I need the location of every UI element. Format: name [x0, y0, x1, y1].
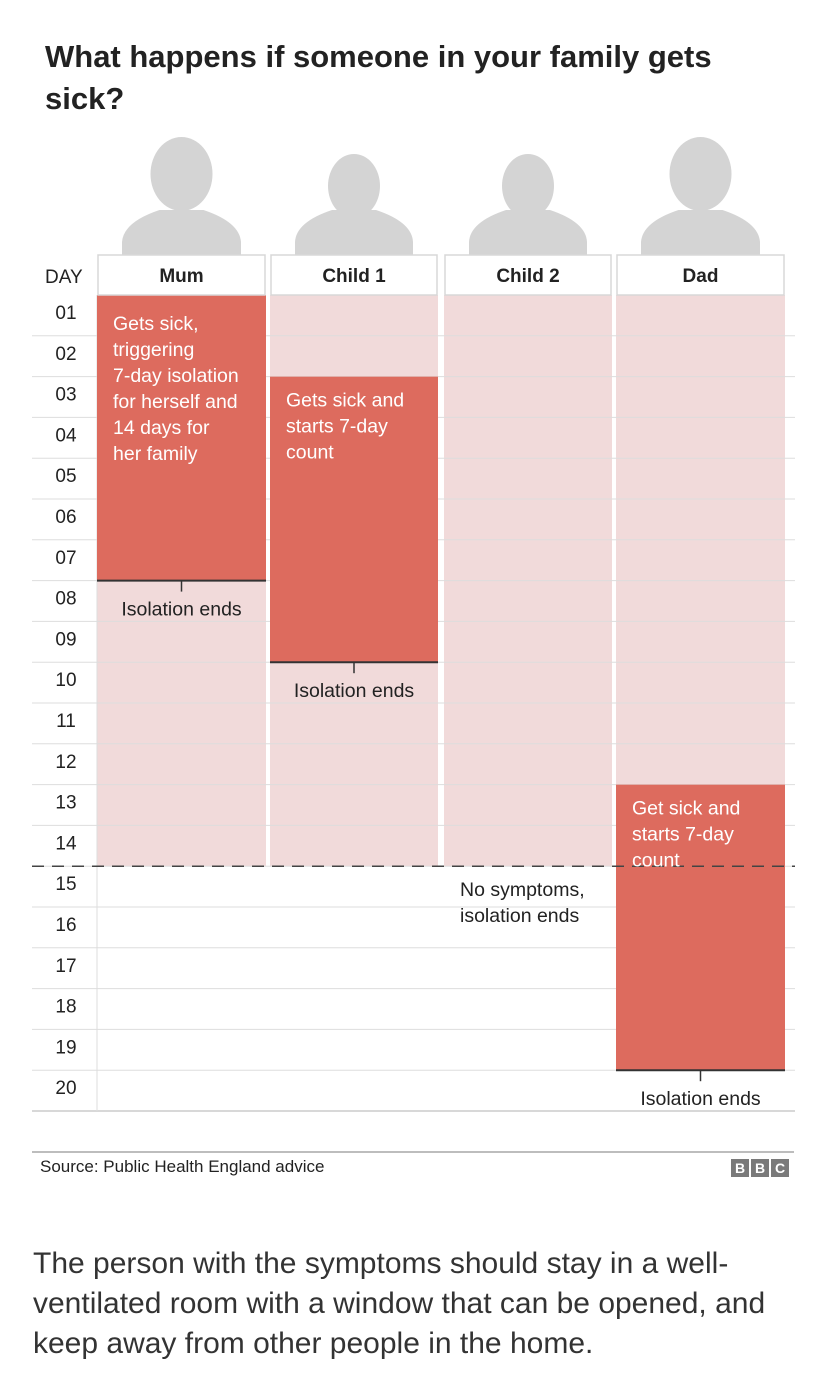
day-label: 12: [55, 752, 76, 773]
day-label: 09: [55, 629, 76, 650]
person-silhouette-icon: [641, 210, 760, 255]
sick-note-text: for herself and: [113, 391, 238, 413]
member-header-label: Mum: [159, 266, 203, 287]
source-note: Source: Public Health England advice: [40, 1157, 325, 1176]
day-label: 20: [55, 1078, 76, 1099]
sick-isolation-band: [97, 295, 266, 581]
day-label: 04: [55, 425, 77, 446]
day-label: 15: [55, 874, 76, 895]
day-label: 13: [55, 793, 76, 814]
sick-note-text: starts 7-day: [286, 416, 388, 438]
family-isolation-diagram: DAY Mum Child 1 Child 2 Dad 01 02 03 04 05 06 07 08 0…: [32, 137, 795, 1112]
day-label: 07: [55, 548, 76, 569]
member-header-box: [444, 254, 612, 296]
person-silhouette-icon: [469, 210, 587, 255]
day-label: 02: [55, 344, 76, 365]
day-label: 18: [55, 997, 76, 1018]
isolation-ends-note: Isolation ends: [121, 599, 242, 621]
day-label: 08: [55, 589, 76, 610]
day-label: 11: [56, 711, 76, 732]
day-label: 01: [55, 303, 76, 324]
member-header-box: [97, 254, 266, 296]
person-head-icon: [669, 137, 732, 211]
member-header-label: Dad: [683, 266, 719, 287]
person-head-icon: [502, 154, 554, 218]
person-head-icon: [150, 137, 213, 211]
sick-note-text: count: [632, 850, 680, 872]
day-column-header: DAY: [45, 267, 83, 288]
footer-rule: [32, 1151, 794, 1153]
isolation-ends-note: Isolation ends: [294, 680, 415, 702]
person-silhouette-icon: [122, 210, 241, 255]
person-silhouette-icon: [295, 210, 413, 255]
sick-note-text: Get sick and: [632, 798, 740, 820]
person-head-icon: [328, 154, 380, 218]
member-header-label: Child 2: [496, 266, 559, 287]
article-caption: The person with the symptoms should stay…: [33, 1247, 766, 1360]
isolation-ends-note: No symptoms,: [460, 879, 585, 901]
day-label: 10: [55, 670, 76, 691]
isolation-ends-note: Isolation ends: [640, 1088, 761, 1110]
chart-title: What happens if someone in your family g…: [45, 39, 712, 116]
sick-isolation-band: [616, 784, 785, 1071]
sick-note-text: 14 days for: [113, 417, 210, 439]
member-header-box: [270, 254, 438, 296]
bbc-logo: B B C: [731, 1159, 789, 1177]
day-label: 16: [55, 915, 76, 936]
logo-letter: B: [731, 1159, 749, 1177]
isolation-ends-note: isolation ends: [460, 905, 579, 927]
day-label: 05: [55, 466, 76, 487]
day-label: 19: [55, 1037, 76, 1058]
day-label: 14: [55, 833, 77, 854]
sick-note-text: count: [286, 442, 334, 464]
sick-note-text: triggering: [113, 339, 194, 361]
member-header-label: Child 1: [322, 266, 386, 287]
logo-letter: B: [751, 1159, 769, 1177]
sick-note-text: her family: [113, 443, 198, 465]
day-label: 17: [55, 956, 76, 977]
logo-letter: C: [771, 1159, 789, 1177]
sick-note-text: Gets sick,: [113, 313, 199, 335]
day-label: 06: [55, 507, 76, 528]
sick-note-text: Gets sick and: [286, 390, 404, 412]
member-header-box: [616, 254, 785, 296]
sick-note-text: starts 7-day: [632, 824, 734, 846]
sick-note-text: 7-day isolation: [113, 365, 239, 387]
sick-isolation-band: [270, 376, 438, 663]
day-label: 03: [55, 385, 76, 406]
